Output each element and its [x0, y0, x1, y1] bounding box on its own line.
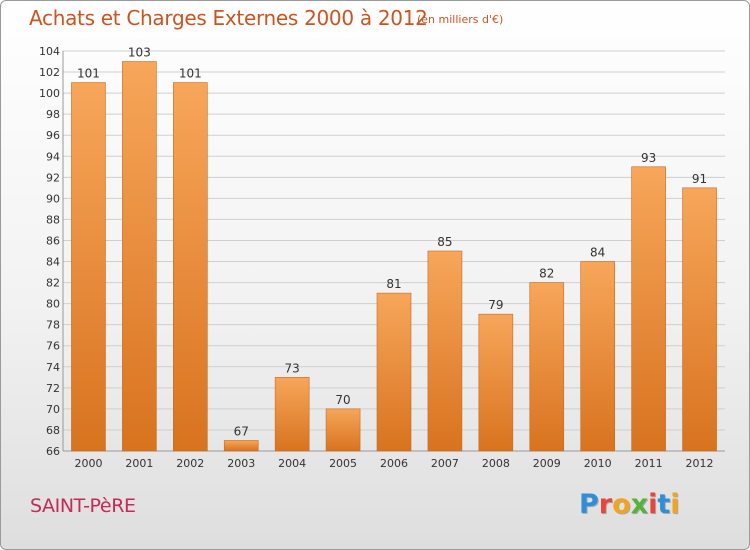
bar	[173, 82, 208, 452]
y-tick-label: 88	[46, 213, 60, 226]
y-tick-label: 96	[46, 129, 60, 142]
logo-letter: i	[648, 489, 658, 520]
y-tick-label: 66	[46, 445, 60, 458]
x-tick-label: 2001	[125, 457, 153, 470]
chart-subtitle: (en milliers d'€)	[417, 13, 504, 26]
y-tick-label: 98	[46, 108, 60, 121]
data-label: 82	[539, 267, 554, 281]
data-label: 70	[335, 393, 350, 407]
y-tick-label: 72	[46, 382, 60, 395]
y-tick-label: 90	[46, 192, 60, 205]
x-tick-label: 2004	[278, 457, 306, 470]
x-tick-label: 2007	[431, 457, 459, 470]
bar	[682, 187, 717, 452]
logo-letter: x	[630, 489, 649, 520]
x-axis-ticks: 2000 2001 2002 2003 2004 2005 2006 2007 2008 2009…	[74, 457, 713, 470]
data-label: 101	[179, 67, 202, 81]
data-label: 81	[386, 277, 401, 291]
x-tick-label: 2009	[533, 457, 561, 470]
bar	[478, 313, 514, 452]
data-label: 103	[128, 46, 151, 60]
y-tick-label: 82	[46, 277, 60, 290]
x-tick-label: 2012	[686, 457, 714, 470]
y-tick-label: 86	[46, 234, 60, 247]
chart-title: Achats et Charges Externes 2000 à 2012	[29, 6, 428, 30]
bar	[71, 82, 106, 452]
x-tick-label: 2008	[482, 457, 510, 470]
bar	[122, 61, 157, 452]
data-label: 84	[590, 246, 605, 260]
x-tick-label: 2002	[176, 457, 204, 470]
city-name: SAINT-PèRE	[30, 495, 136, 517]
y-tick-label: 68	[46, 424, 60, 437]
x-tick-label: 2003	[227, 457, 255, 470]
y-tick-label: 70	[46, 403, 60, 416]
data-label: 101	[77, 67, 100, 81]
logo-letter: r	[598, 489, 613, 520]
bar	[376, 292, 412, 452]
x-tick-label: 2005	[329, 457, 357, 470]
data-label: 67	[234, 424, 249, 438]
y-tick-label: 76	[46, 340, 60, 353]
bar	[274, 377, 310, 452]
logo-letter: o	[612, 489, 631, 520]
bar	[631, 166, 666, 452]
y-tick-label: 92	[46, 171, 60, 184]
y-tick-label: 94	[46, 150, 60, 163]
y-tick-label: 100	[39, 87, 60, 100]
data-label: 79	[488, 298, 503, 312]
y-axis-ticks: 66 68 70 72 74 76 78 80 82 84 86 88 90 92 94 96 98 100 102…	[39, 45, 60, 458]
bars	[71, 61, 717, 452]
logo-letter: t	[657, 489, 671, 520]
data-label: 85	[437, 235, 452, 249]
data-label: 73	[285, 361, 300, 375]
proxiti-logo: Proxiti	[579, 489, 680, 520]
bar	[325, 408, 361, 452]
logo-letter: P	[579, 489, 599, 520]
x-tick-label: 2011	[635, 457, 663, 470]
data-labels: 101 103 101 67 73 70 81 85 79 82 84 93 91	[77, 46, 707, 439]
logo-letter: i	[670, 489, 680, 520]
bar	[427, 250, 463, 452]
bar	[580, 261, 615, 452]
y-tick-label: 74	[46, 361, 60, 374]
y-tick-label: 84	[46, 256, 60, 269]
y-tick-label: 80	[46, 298, 60, 311]
bar	[529, 282, 565, 452]
x-tick-label: 2010	[584, 457, 612, 470]
x-tick-label: 2000	[74, 457, 102, 470]
bar	[223, 440, 259, 452]
data-label: 93	[641, 151, 656, 165]
x-tick-label: 2006	[380, 457, 408, 470]
y-tick-label: 78	[46, 319, 60, 332]
y-tick-label: 104	[39, 45, 60, 58]
y-tick-label: 102	[39, 66, 60, 79]
data-label: 91	[692, 172, 707, 186]
